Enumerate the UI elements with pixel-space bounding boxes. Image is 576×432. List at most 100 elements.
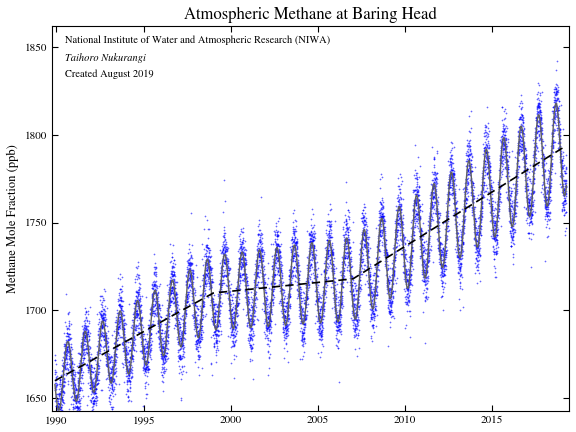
Point: [512, 184, 521, 191]
Point: [353, 299, 362, 306]
Point: [358, 215, 367, 222]
Point: [537, 136, 546, 143]
Point: [472, 248, 481, 254]
Point: [181, 311, 190, 318]
Point: [253, 278, 263, 285]
Point: [516, 116, 525, 123]
Point: [289, 252, 298, 259]
Point: [248, 345, 257, 352]
Point: [164, 334, 173, 340]
Point: [264, 323, 273, 330]
Point: [96, 327, 105, 334]
Point: [147, 301, 156, 308]
Point: [453, 246, 463, 253]
Point: [191, 318, 200, 325]
Point: [491, 264, 500, 271]
Point: [225, 306, 234, 313]
Point: [447, 152, 456, 159]
Point: [280, 314, 289, 321]
Point: [480, 162, 489, 169]
Point: [243, 293, 252, 300]
Point: [457, 233, 467, 240]
Point: [238, 251, 247, 258]
Point: [351, 279, 360, 286]
Point: [329, 299, 339, 306]
Point: [115, 314, 124, 321]
Point: [129, 327, 138, 334]
Point: [76, 374, 85, 381]
Point: [468, 198, 478, 205]
Point: [255, 254, 264, 261]
Point: [174, 319, 183, 326]
Point: [424, 235, 433, 241]
Point: [403, 272, 412, 279]
Point: [529, 173, 538, 180]
Point: [430, 188, 439, 195]
Point: [376, 233, 385, 240]
Point: [52, 393, 61, 400]
Point: [411, 198, 420, 205]
Point: [221, 237, 230, 244]
Point: [456, 237, 465, 244]
Point: [423, 245, 432, 252]
Point: [465, 143, 475, 149]
Point: [290, 226, 299, 232]
Point: [370, 290, 380, 297]
Point: [226, 344, 235, 351]
Point: [308, 241, 317, 248]
Point: [281, 321, 290, 328]
Point: [118, 334, 127, 341]
Point: [330, 318, 339, 325]
Point: [281, 325, 290, 332]
Point: [150, 309, 160, 316]
Point: [307, 242, 316, 249]
Point: [252, 263, 261, 270]
Point: [354, 296, 363, 303]
Point: [292, 268, 301, 275]
Point: [131, 276, 140, 283]
Point: [308, 251, 317, 258]
Point: [195, 354, 204, 361]
Point: [234, 277, 243, 284]
Point: [185, 256, 194, 263]
Point: [368, 322, 377, 329]
Point: [62, 361, 71, 368]
Point: [267, 279, 276, 286]
Point: [499, 125, 509, 132]
Point: [154, 305, 164, 311]
Point: [273, 233, 282, 240]
Point: [255, 246, 264, 253]
Point: [118, 341, 127, 348]
Point: [559, 206, 569, 213]
Point: [368, 321, 377, 328]
Point: [180, 307, 190, 314]
Point: [130, 326, 139, 333]
Point: [127, 351, 137, 358]
Point: [218, 247, 228, 254]
Point: [206, 334, 215, 341]
Point: [153, 289, 162, 296]
Point: [338, 278, 347, 285]
Point: [52, 375, 61, 381]
Point: [268, 301, 278, 308]
Point: [426, 224, 435, 231]
Point: [441, 213, 450, 220]
Point: [64, 331, 73, 338]
Point: [492, 236, 501, 243]
Point: [343, 236, 352, 243]
Point: [351, 286, 361, 293]
Point: [444, 196, 453, 203]
Point: [221, 260, 230, 267]
Point: [134, 324, 143, 331]
Point: [320, 299, 329, 305]
Point: [73, 386, 82, 393]
Point: [297, 312, 306, 319]
Point: [438, 261, 448, 268]
Point: [293, 275, 302, 282]
Point: [207, 275, 217, 282]
Point: [181, 277, 191, 284]
Point: [135, 334, 145, 341]
Point: [382, 280, 391, 287]
Point: [386, 265, 395, 272]
Point: [556, 156, 566, 163]
